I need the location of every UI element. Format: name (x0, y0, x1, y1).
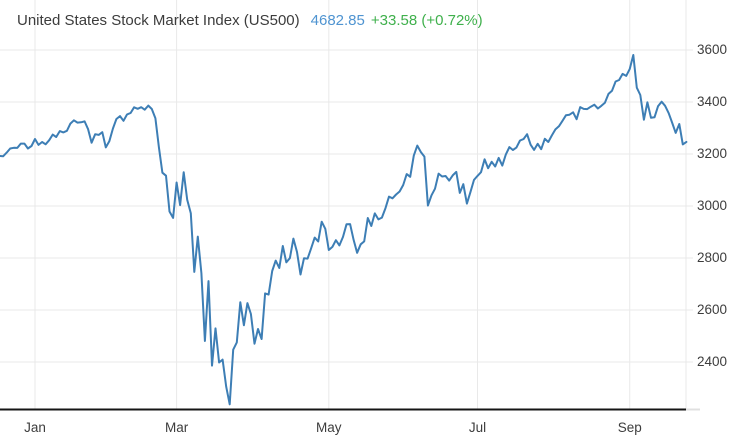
y-axis-label: 2800 (697, 250, 728, 265)
last-price: 4682.85 (310, 12, 365, 29)
x-axis-label: Mar (164, 420, 189, 435)
chart-header: United States Stock Market Index (US500)… (17, 11, 483, 30)
us500-price-line (0, 54, 688, 406)
x-axis-label: Jul (468, 420, 487, 435)
y-axis-label: 3200 (697, 146, 728, 161)
chart-title: United States Stock Market Index (US500) (17, 12, 300, 29)
y-axis-label: 3400 (697, 94, 728, 109)
x-axis-label: Sep (617, 420, 642, 435)
y-axis-label: 2600 (697, 302, 728, 317)
y-axis-label: 3600 (697, 42, 728, 57)
y-axis-label: 2400 (697, 354, 728, 369)
price-change: +33.58 (+0.72%) (370, 12, 483, 29)
x-axis-label: May (316, 420, 342, 435)
y-axis-label: 3000 (697, 198, 728, 213)
x-axis-label: Jan (24, 420, 46, 435)
